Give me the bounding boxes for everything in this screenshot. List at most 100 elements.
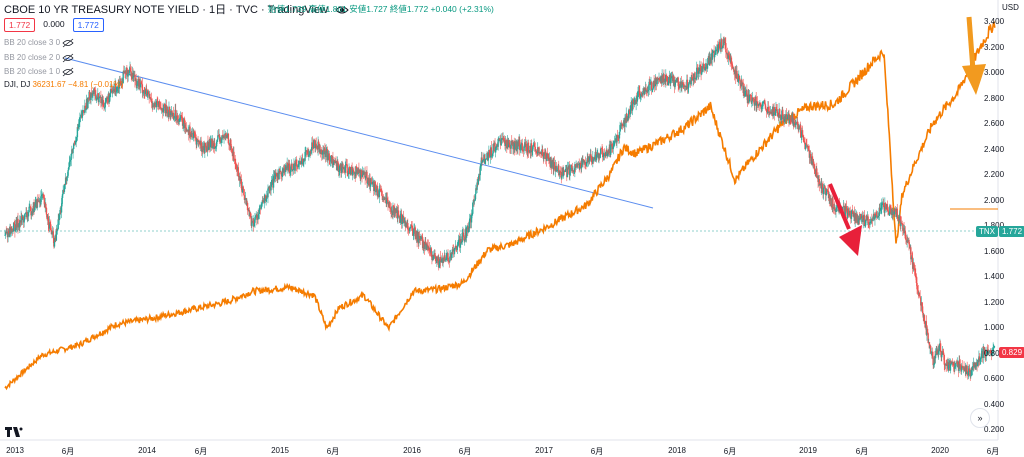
price-axis-label: 0.400 bbox=[984, 399, 1005, 409]
candle bbox=[148, 93, 150, 104]
time-axis-label: 6月 bbox=[986, 447, 1000, 456]
candle bbox=[184, 120, 187, 134]
candle bbox=[413, 223, 415, 240]
symbol-title[interactable]: CBOE 10 YR TREASURY NOTE YIELD · 1日 · TV… bbox=[4, 4, 329, 16]
scroll-to-latest-icon[interactable]: » bbox=[970, 408, 990, 428]
candle bbox=[727, 50, 730, 65]
candle bbox=[384, 197, 386, 203]
candle bbox=[58, 212, 61, 225]
orange-arrow-annotation[interactable] bbox=[962, 16, 986, 95]
red-price-badge: 0.829 bbox=[999, 347, 1024, 358]
chart-header[interactable]: CBOE 10 YR TREASURY NOTE YIELD · 1日 · TV… bbox=[4, 1, 349, 17]
candle bbox=[824, 185, 827, 202]
candle bbox=[447, 249, 449, 263]
candle bbox=[63, 183, 66, 195]
candle bbox=[420, 235, 423, 241]
candle bbox=[352, 166, 354, 181]
tnx-price-badge: 1.772 bbox=[999, 226, 1024, 237]
candle bbox=[234, 154, 236, 170]
candle bbox=[725, 37, 727, 58]
legend-bb2[interactable]: BB 20 close 2 0 bbox=[4, 53, 74, 63]
candle bbox=[601, 143, 603, 150]
candle bbox=[927, 332, 929, 344]
candle bbox=[279, 168, 281, 174]
candle bbox=[76, 123, 79, 141]
candle bbox=[45, 202, 47, 209]
candle bbox=[545, 149, 547, 165]
candle bbox=[582, 155, 584, 167]
value-box-bid[interactable]: 1.772 bbox=[4, 18, 36, 32]
eye-off-icon[interactable] bbox=[62, 53, 74, 63]
candle bbox=[332, 158, 335, 168]
dji-series bbox=[4, 20, 996, 391]
trendline[interactable] bbox=[64, 57, 654, 209]
candle bbox=[795, 119, 797, 130]
candle bbox=[215, 145, 217, 150]
candle bbox=[30, 203, 32, 220]
candle bbox=[560, 166, 562, 184]
change-value: +0.040 (+2.31%) bbox=[430, 4, 494, 14]
value-box-ask[interactable]: 1.772 bbox=[72, 18, 104, 32]
candle bbox=[737, 73, 739, 86]
candle bbox=[910, 245, 912, 266]
candle bbox=[410, 221, 413, 231]
candle bbox=[595, 152, 598, 163]
candle bbox=[691, 72, 694, 81]
candle bbox=[979, 356, 981, 365]
candle bbox=[72, 147, 74, 159]
candle bbox=[194, 129, 196, 142]
legend-dji[interactable]: DJI, DJ 36231.67 −4.81 (−0.01%) bbox=[4, 80, 123, 89]
candle bbox=[328, 150, 330, 165]
legend-bb1[interactable]: BB 20 close 1 0 bbox=[4, 67, 74, 77]
candle bbox=[387, 196, 389, 211]
candle bbox=[288, 159, 291, 177]
time-axis-label: 2015 bbox=[271, 446, 289, 455]
candle bbox=[456, 242, 459, 255]
currency-label[interactable]: USD bbox=[1002, 3, 1019, 12]
candle bbox=[619, 121, 621, 136]
candle bbox=[801, 125, 804, 138]
eye-icon[interactable] bbox=[335, 4, 349, 16]
candle bbox=[559, 170, 561, 178]
candle bbox=[233, 146, 235, 162]
candle bbox=[33, 199, 35, 215]
candle bbox=[118, 76, 121, 94]
eye-off-icon[interactable] bbox=[62, 67, 74, 77]
eye-off-icon[interactable] bbox=[62, 38, 74, 48]
candle bbox=[447, 257, 450, 265]
candle bbox=[193, 129, 195, 142]
candle bbox=[108, 94, 111, 104]
candle bbox=[886, 200, 889, 212]
candle bbox=[674, 76, 676, 90]
time-axis-label: 6月 bbox=[458, 447, 472, 456]
candle bbox=[215, 139, 218, 152]
candle bbox=[126, 65, 128, 75]
tradingview-logo-icon[interactable] bbox=[5, 426, 23, 440]
candle bbox=[244, 198, 246, 205]
candle bbox=[813, 163, 816, 175]
candle bbox=[149, 93, 152, 102]
tnx-badge: TNX bbox=[976, 226, 998, 237]
candle bbox=[644, 81, 647, 92]
legend-bb3[interactable]: BB 20 close 3 0 bbox=[4, 38, 74, 48]
candle bbox=[77, 119, 80, 131]
candle bbox=[243, 189, 246, 204]
candle bbox=[767, 101, 770, 117]
price-axis-label: 2.800 bbox=[984, 93, 1005, 103]
candle bbox=[816, 162, 818, 179]
candle bbox=[360, 168, 363, 180]
candle bbox=[68, 155, 71, 170]
candle bbox=[261, 196, 264, 207]
candle bbox=[540, 152, 542, 158]
candle bbox=[818, 175, 820, 192]
candle bbox=[459, 233, 462, 253]
red-arrow-annotation[interactable] bbox=[828, 183, 862, 256]
candle bbox=[504, 136, 507, 152]
candle bbox=[243, 188, 245, 196]
candle bbox=[452, 244, 454, 255]
candle bbox=[640, 92, 642, 101]
candle bbox=[916, 277, 918, 294]
candle bbox=[947, 358, 950, 373]
